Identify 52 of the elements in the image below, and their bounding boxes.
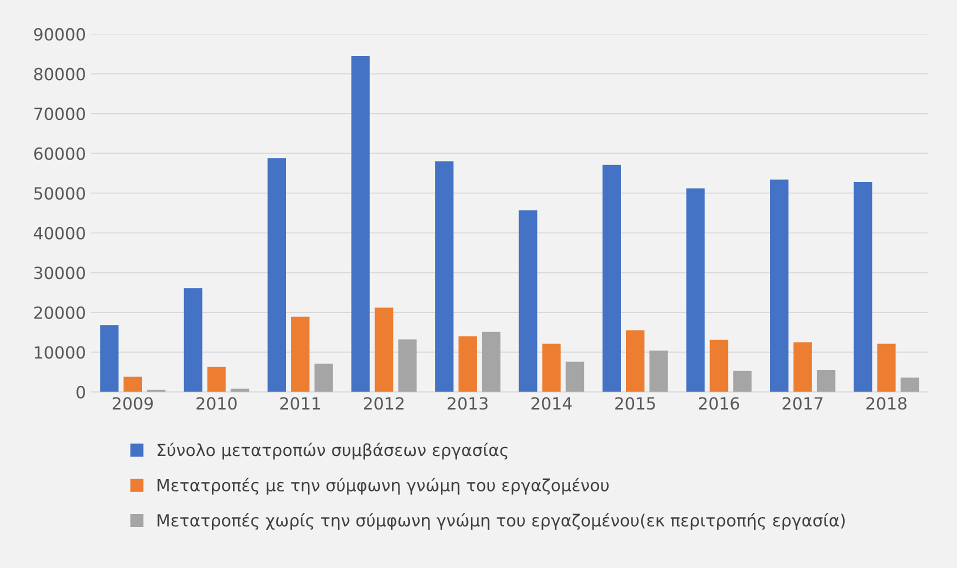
y-tick-label: 40000 [34, 226, 85, 240]
legend-label: Μετατροπές χωρίς την σύμφωνη γνώμη του εργαζομένου(εκ περιτροπής εργασία) [158, 513, 845, 530]
y-tick-label: 60000 [34, 147, 85, 160]
x-tick-label: 2017 [782, 397, 822, 410]
x-tick-label: 2012 [364, 397, 404, 410]
bar [900, 378, 920, 392]
y-tick-label: 0 [76, 386, 85, 398]
bar [877, 344, 896, 392]
bar [566, 362, 584, 392]
bar [542, 344, 561, 392]
bar [230, 388, 250, 392]
bar [816, 370, 836, 392]
bar [268, 158, 286, 392]
bar [626, 330, 644, 392]
bar [770, 180, 788, 392]
bar [482, 332, 500, 392]
bar [793, 342, 812, 392]
y-tick-label: 90000 [34, 28, 85, 41]
bar [854, 182, 872, 392]
bar [314, 364, 333, 392]
y-tick-label: 80000 [34, 68, 85, 80]
bar [291, 316, 310, 392]
bar [398, 339, 417, 392]
x-tick-label: 2015 [615, 397, 655, 410]
bar [458, 336, 477, 392]
x-tick-label: 2014 [531, 397, 572, 410]
y-tick-label: 10000 [34, 346, 85, 359]
bar [733, 370, 752, 392]
bar [184, 288, 202, 392]
legend-label: Σύνολο μετατροπών συμβάσεων εργασίας [158, 442, 508, 460]
bar [435, 161, 454, 392]
bar [710, 340, 728, 392]
x-tick-label: 2009 [112, 397, 153, 410]
legend-label: Μετατροπές με την σύμφωνη γνώμη του εργαζομένου [158, 478, 609, 495]
bar [686, 188, 705, 392]
y-tick-label: 70000 [34, 108, 85, 120]
x-tick-label: 2013 [448, 397, 488, 410]
bar [124, 376, 142, 392]
bar [518, 210, 538, 392]
x-tick-label: 2011 [280, 397, 320, 410]
x-tick-label: 2016 [698, 397, 740, 410]
bar [351, 56, 370, 392]
bar [100, 325, 119, 392]
x-tick-label: 2010 [196, 397, 237, 410]
bar [374, 308, 394, 392]
bar [649, 350, 668, 392]
bar [602, 164, 621, 392]
y-tick-label: 20000 [34, 306, 85, 319]
y-tick-label: 30000 [34, 266, 85, 280]
x-tick-label: 2018 [866, 397, 906, 410]
bar [207, 366, 226, 392]
y-tick-label: 50000 [34, 187, 85, 200]
